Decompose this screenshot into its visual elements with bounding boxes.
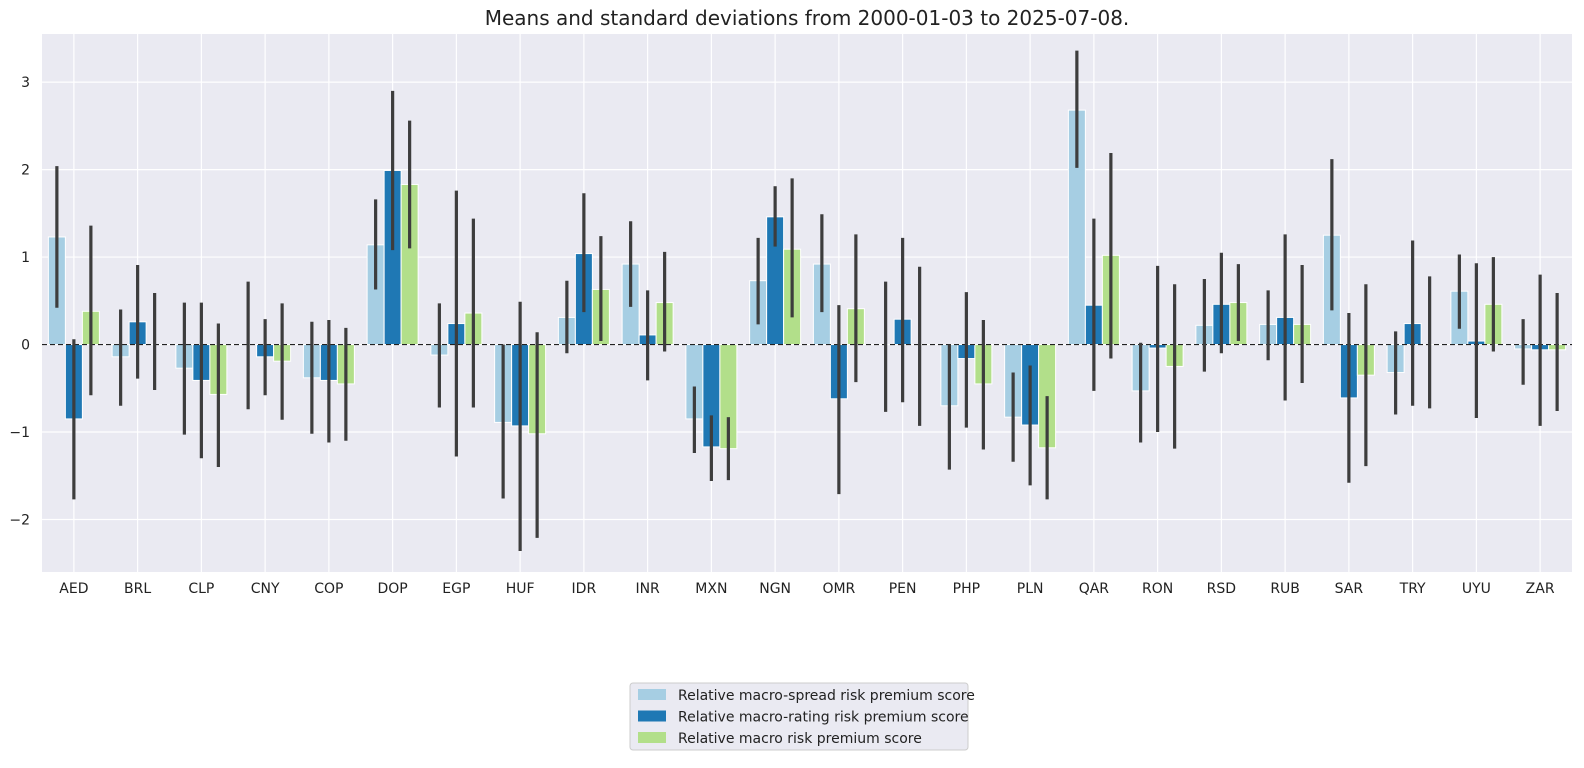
x-tick-label-qar: QAR <box>1079 581 1110 597</box>
x-tick-label-try: TRY <box>1399 581 1426 597</box>
x-tick-label-aed: AED <box>59 581 88 597</box>
x-tick-label-brl: BRL <box>124 581 151 597</box>
x-tick-label-ron: RON <box>1142 581 1173 597</box>
x-tick-label-ngn: NGN <box>759 581 791 597</box>
y-axis-ticks: −2 −1 0 1 2 3 <box>9 75 30 528</box>
y-tick-label: 3 <box>21 75 30 91</box>
x-tick-label-sar: SAR <box>1335 581 1364 597</box>
legend-swatch-s3 <box>638 732 666 743</box>
x-tick-label-pln: PLN <box>1017 581 1044 597</box>
x-tick-label-omr: OMR <box>822 581 855 597</box>
x-tick-label-dop: DOP <box>378 581 408 597</box>
x-tick-label-inr: INR <box>635 581 660 597</box>
legend-swatch-s1 <box>638 689 666 700</box>
legend-box <box>629 682 969 751</box>
x-tick-label-idr: IDR <box>572 581 597 597</box>
legend-label-s3: Relative macro risk premium score <box>678 731 922 747</box>
chart-title: Means and standard deviations from 2000-… <box>485 6 1130 30</box>
x-tick-label-uyu: UYU <box>1462 581 1491 597</box>
y-tick-label: −1 <box>9 425 30 441</box>
plot-background <box>42 34 1572 572</box>
x-tick-label-cny: CNY <box>251 581 280 597</box>
x-tick-label-php: PHP <box>953 581 980 597</box>
legend-label-s1: Relative macro-spread risk premium score <box>678 688 975 704</box>
x-tick-label-rub: RUB <box>1270 581 1300 597</box>
y-tick-label: 0 <box>21 338 30 354</box>
y-tick-label: 1 <box>21 250 30 266</box>
x-tick-label-egp: EGP <box>442 581 470 597</box>
x-tick-label-huf: HUF <box>506 581 535 597</box>
x-tick-label-mxn: MXN <box>695 581 727 597</box>
legend-swatch-s2 <box>638 710 666 722</box>
x-tick-label-clp: CLP <box>188 581 214 597</box>
x-axis-ticks: AED BRL CLP CNY COP DOP EGP HUF IDR INR MXN NGN OMR P… <box>59 581 1555 597</box>
error-bars <box>55 50 1559 552</box>
x-tick-label-pen: PEN <box>889 581 917 597</box>
x-tick-label-zar: ZAR <box>1526 581 1555 597</box>
x-tick-label-rsd: RSD <box>1207 581 1236 597</box>
y-tick-label: −2 <box>9 513 30 529</box>
x-tick-label-cop: COP <box>314 581 343 597</box>
y-tick-label: 2 <box>21 163 30 179</box>
legend-label-s2: Relative macro-rating risk premium score <box>678 710 969 726</box>
legend: Relative macro-spread risk premium score… <box>629 682 975 751</box>
